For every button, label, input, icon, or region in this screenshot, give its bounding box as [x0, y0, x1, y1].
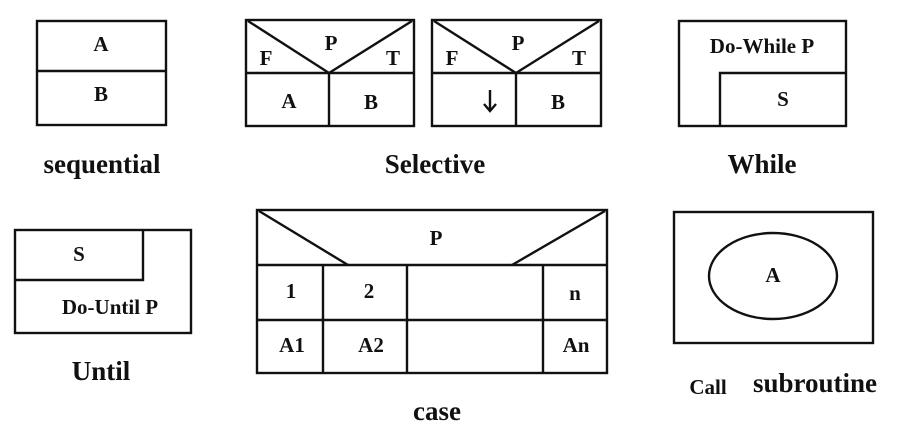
sequential-step-b: B	[94, 82, 108, 106]
call-subroutine-a: A	[765, 263, 781, 287]
subroutine-ellipse	[707, 231, 839, 321]
selective-left-predicate: P	[325, 31, 338, 55]
case-right-diagonal	[511, 209, 606, 267]
selective-right-predicate: P	[512, 31, 525, 55]
sequential-caption: sequential	[43, 149, 161, 179]
while-condition: Do-While P	[710, 34, 815, 58]
selective-block-right: P F T B	[430, 18, 603, 128]
case-action-a1: A1	[279, 333, 305, 357]
case-header-2: 2	[364, 279, 375, 303]
selective-block-left: P F T A B	[244, 18, 416, 128]
until-block: S Do-Until P	[13, 228, 193, 335]
until-body-s: S	[73, 242, 85, 266]
case-header-1: 1	[286, 279, 297, 303]
selective-right-true-label: T	[572, 46, 586, 70]
case-caption: case	[413, 396, 461, 426]
selective-left-branch-a: A	[281, 89, 297, 113]
sequential-block: A B	[35, 19, 168, 127]
call-frame	[672, 210, 875, 345]
selective-left-branch-b: B	[364, 90, 378, 114]
case-action-a2: A2	[358, 333, 384, 357]
call-block: A	[672, 210, 875, 345]
case-frame	[255, 208, 609, 375]
call-caption-large: subroutine	[753, 368, 877, 398]
until-caption: Until	[72, 356, 131, 386]
until-frame	[13, 228, 193, 335]
case-predicate: P	[430, 226, 443, 250]
while-body-s: S	[777, 87, 789, 111]
selective-right-branch-b: B	[551, 90, 565, 114]
until-body-outline	[15, 230, 145, 282]
case-action-an: An	[563, 333, 590, 357]
call-caption-small: Call	[689, 375, 727, 399]
until-condition: Do-Until P	[62, 295, 158, 319]
case-block: P 1 2 n A1 A2 An	[255, 208, 609, 375]
case-left-diagonal	[258, 209, 349, 267]
down-arrow-icon	[483, 90, 497, 113]
selective-left-true-label: T	[386, 46, 400, 70]
case-header-n: n	[569, 281, 581, 305]
selective-right-false-label: F	[446, 46, 459, 70]
selective-caption: Selective	[385, 149, 485, 179]
sequential-frame	[35, 19, 168, 127]
selective-left-false-label: F	[260, 46, 273, 70]
while-body-outline	[718, 71, 846, 126]
sequential-step-a: A	[93, 32, 109, 56]
while-block: Do-While P S	[677, 19, 848, 128]
while-caption: While	[727, 149, 796, 179]
